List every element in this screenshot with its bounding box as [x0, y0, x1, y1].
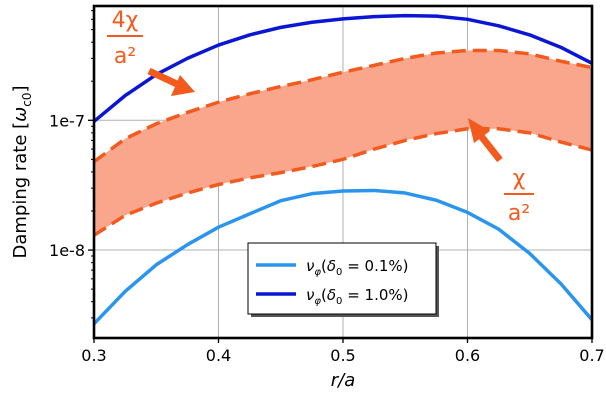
y-tick-label: 1e-8 — [49, 241, 85, 260]
chi-band-fill — [94, 50, 592, 236]
x-tick-label: 0.7 — [579, 346, 604, 365]
chi-band-upper-line — [92, 48, 593, 164]
x-tick-label: 0.4 — [206, 346, 231, 365]
series-line-1 — [92, 188, 594, 326]
annotation-upper-numerator: 4χ — [112, 8, 139, 33]
legend-label-series-1: νφ(δ0 = 0.1%) — [306, 257, 409, 278]
x-tick-label: 0.6 — [455, 346, 480, 365]
annotation-upper-arrow — [147, 67, 195, 96]
annotation-upper-denominator: a² — [114, 44, 136, 69]
chi-band — [92, 48, 593, 237]
y-axis-label: Damping rate [ωc0] — [10, 85, 34, 258]
legend: νφ(δ0 = 0.1%) νφ(δ0 = 1.0%) — [247, 242, 439, 317]
annotation-lower-label: χ a² — [504, 166, 534, 226]
chi-band-lower-line — [93, 127, 593, 237]
annotation-lower-numerator: χ — [513, 166, 526, 191]
annotation-lower-arrow — [468, 118, 503, 163]
x-axis-label: r/a — [331, 370, 356, 391]
series-line-2 — [92, 13, 593, 123]
x-tick-label: 0.3 — [81, 346, 106, 365]
legend-label-series-2: νφ(δ0 = 1.0%) — [306, 286, 409, 307]
x-tick-label: 0.5 — [330, 346, 355, 365]
legend-box — [247, 242, 437, 315]
y-tick-label: 1e-7 — [49, 111, 85, 130]
axis-ticks: 0.3 0.4 0.5 0.6 0.7 1e-8 1e-7 — [49, 10, 605, 365]
annotation-lower-denominator: a² — [508, 201, 530, 226]
annotation-upper-label: 4χ a² — [107, 8, 143, 69]
series-lines — [92, 13, 594, 326]
